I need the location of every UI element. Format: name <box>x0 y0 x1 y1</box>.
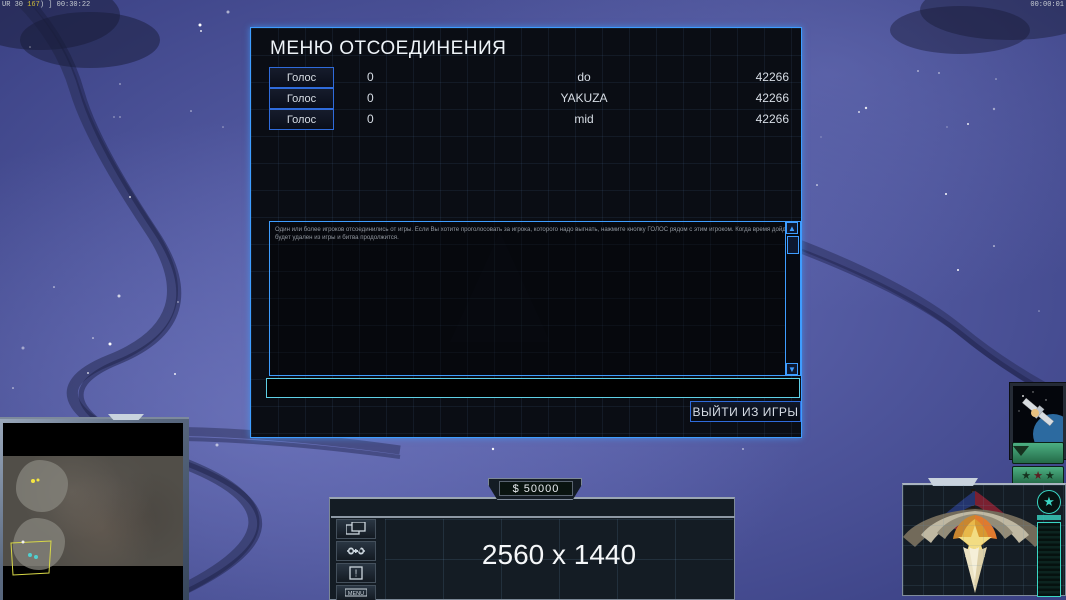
svg-text:MENU: MENU <box>348 591 364 597</box>
svg-text:!: ! <box>355 569 358 580</box>
